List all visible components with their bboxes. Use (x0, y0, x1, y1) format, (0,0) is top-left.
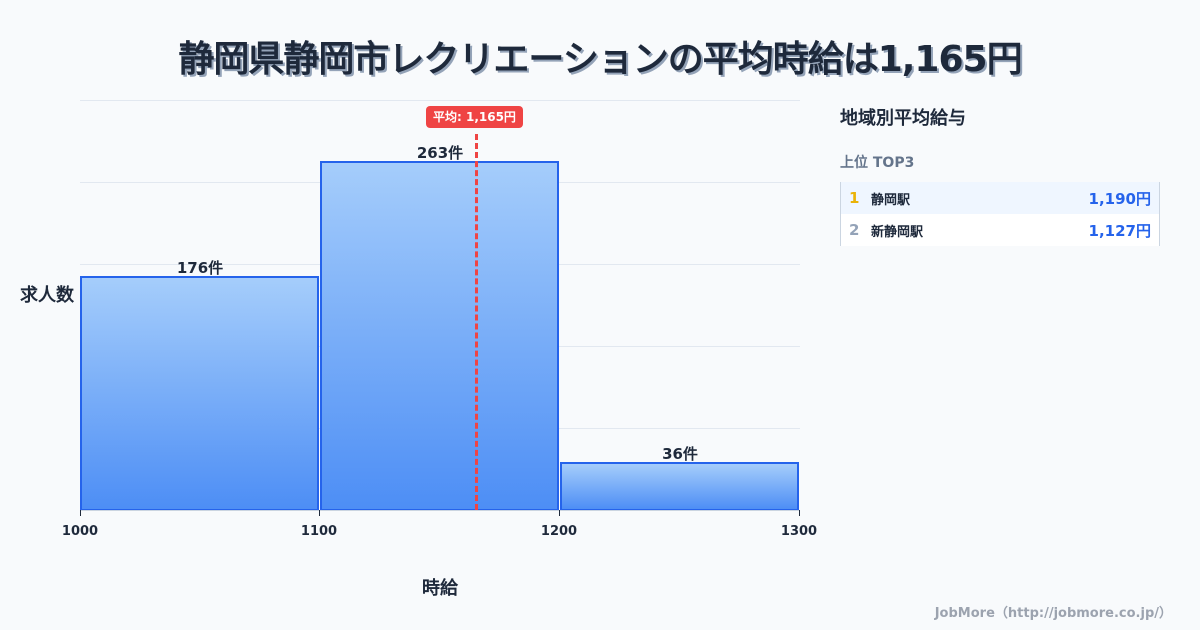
source-credit: JobMore（http://jobmore.co.jp/） (934, 606, 1172, 621)
panel-title: 地域別平均給与 (840, 108, 966, 129)
histogram-chart: 176件 263件 36件 1000 1100 1200 1300 平均: 1,… (20, 100, 817, 599)
average-wage: 1,190円 (1088, 189, 1151, 208)
x-tick-label: 1300 (780, 524, 818, 539)
rank-list: 1 静岡駅 1,190円 2 新静岡駅 1,127円 (840, 182, 1160, 246)
average-wage: 1,127円 (1088, 221, 1151, 240)
x-tick (319, 510, 320, 516)
bar-1100-1200 (320, 161, 559, 511)
x-tick (80, 510, 81, 516)
rank-row: 2 新静岡駅 1,127円 (841, 214, 1159, 246)
y-axis-label: 求人数 (20, 285, 74, 306)
rank-number: 2 (849, 221, 860, 239)
rank-number: 1 (849, 189, 860, 207)
x-tick (559, 510, 560, 516)
bar-1000-1100 (80, 276, 319, 511)
average-badge: 平均: 1,165円 (426, 106, 523, 128)
station-name: 静岡駅 (871, 192, 911, 208)
station-name: 新静岡駅 (871, 224, 924, 240)
regional-salary-panel: 地域別平均給与 上位 TOP3 1 静岡駅 1,190円 2 新静岡駅 1,12… (840, 104, 1160, 246)
bar-value-label: 176件 (176, 259, 224, 277)
panel-subtitle: 上位 TOP3 (840, 155, 915, 171)
gridline (80, 100, 800, 101)
bar-1200-1300 (560, 462, 799, 511)
bar-value-label: 36件 (662, 445, 698, 463)
page-title: 静岡県静岡市レクリエーションの平均時給は1,165円 (178, 39, 1022, 80)
x-tick-label: 1100 (300, 524, 338, 539)
x-tick-label: 1000 (61, 524, 99, 539)
rank-row: 1 静岡駅 1,190円 (841, 182, 1159, 214)
average-line (475, 134, 478, 510)
x-tick (799, 510, 800, 516)
bar-value-label: 263件 (416, 144, 464, 162)
x-axis (80, 510, 800, 511)
x-axis-label: 時給 (422, 578, 458, 599)
x-tick-label: 1200 (540, 524, 578, 539)
